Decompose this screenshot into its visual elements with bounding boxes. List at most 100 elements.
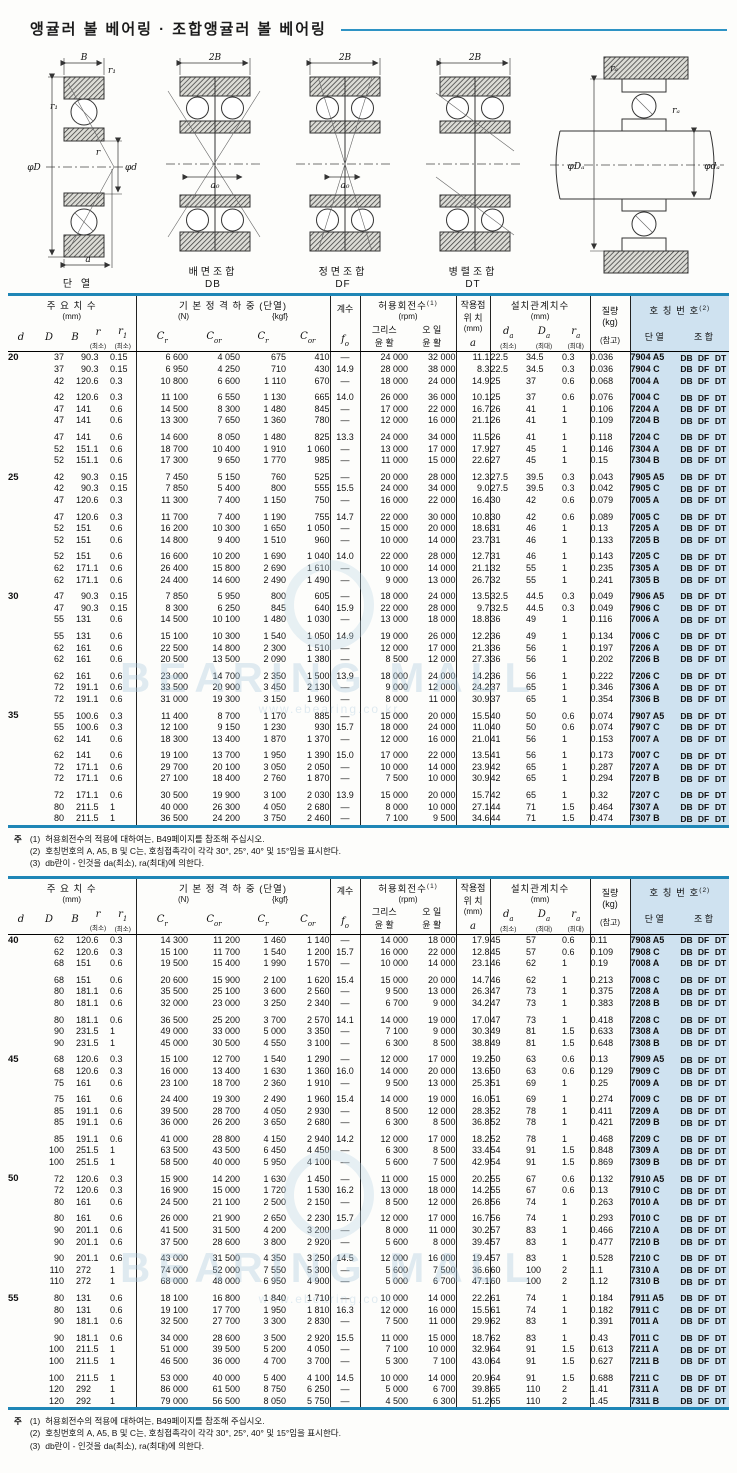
col-mass: 0.391 — [589, 1315, 631, 1328]
col-grease: 18 000 — [359, 721, 409, 734]
col-oil: 19 000 — [428, 1094, 456, 1105]
col-r: 2 — [86, 1395, 92, 1406]
col-df: DF — [695, 522, 713, 535]
col-Da: 91 — [526, 1372, 537, 1383]
col-r: 1.1 — [86, 693, 99, 704]
col-r: 1.1 — [86, 790, 99, 801]
col-cr-n: 32 000 — [135, 997, 188, 1010]
col-d — [8, 1384, 34, 1396]
col-a — [455, 1088, 491, 1094]
col-ra: 1 — [562, 642, 568, 653]
figure-single-row: B r₁ r₁ r φD φd — [12, 51, 144, 290]
table-row: 62 16 1 0.6 20 500 13 500 2 090 1 380—8 500 12 0… — [8, 653, 730, 666]
col-a — [455, 1128, 491, 1134]
col-ra: 1.5 — [562, 1157, 575, 1168]
col-B: 14 — [75, 750, 86, 761]
col-r: 1.5 — [86, 1037, 99, 1048]
table-row: 47 12 0.6 0.3 11 700 7 400 1 190 755 14.7 22 000 3… — [8, 511, 730, 523]
col-da: 51 — [489, 1093, 527, 1106]
col-db: DB — [678, 1173, 696, 1185]
col-cr-n: 36 500 — [135, 812, 188, 825]
col-cor-kgf: 1 610 — [307, 562, 330, 573]
table-row: 85 19 1.1 0.6 39 500 28 700 4 050 2 930—8 500 12… — [8, 1105, 730, 1117]
col-da: 46 — [489, 974, 527, 987]
col-bearing-number — [629, 705, 679, 711]
col-db: DB — [678, 471, 696, 484]
col-dt: DT — [712, 415, 730, 427]
col-mass: 0.627 — [589, 1355, 631, 1368]
col-grease — [359, 1287, 409, 1293]
col-mass — [589, 1049, 631, 1055]
col-D: 72 — [53, 1173, 64, 1184]
col-ra: 1 — [562, 1225, 568, 1236]
col-factor: 계수 fo — [329, 878, 361, 935]
col-dt: DT — [712, 431, 730, 444]
col-df — [695, 705, 713, 711]
col-oil: 18 000 — [428, 934, 456, 945]
col-basic-load: 기 본 정 격 하 중 (단열) (N) {kgf} — [135, 296, 331, 321]
col-fo: 14.5 — [329, 1372, 361, 1384]
col-r1: 0.6 — [110, 1293, 123, 1304]
col-dt: DT — [712, 534, 730, 547]
col-B: 17 — [75, 773, 86, 784]
col-cr-kgf: 1 150 — [263, 495, 286, 506]
col-fo: — — [329, 375, 361, 387]
col-fo: — — [329, 934, 361, 947]
col-cor-kgf: 640 — [314, 602, 330, 613]
col-B: 9 — [80, 602, 86, 613]
col-grease: 5 600 — [359, 1264, 409, 1277]
col-Da: 42 — [526, 511, 537, 522]
col-d — [8, 773, 34, 785]
col-d — [8, 1304, 34, 1316]
col-combined: 조 합 — [678, 903, 730, 935]
col-D: 80 — [53, 1304, 64, 1315]
col-oil: 15 000 — [428, 455, 456, 466]
col-fo: — — [329, 1224, 361, 1237]
col-cor-n: 26 200 — [212, 1117, 240, 1128]
col-B: 19 — [75, 682, 86, 693]
col-cor-n: 33 000 — [212, 1026, 240, 1037]
col-grease — [359, 1049, 409, 1055]
col-d — [8, 1157, 34, 1169]
col-ra: 0.3 — [562, 352, 575, 363]
col-ra: 0.6 — [562, 1173, 575, 1184]
col-da: 52 — [489, 1117, 527, 1129]
table-row: 120 29 2 1 86 000 61 500 8 750 6 250—5 000 6 700… — [8, 1383, 730, 1396]
col-cr-kgf: 2 490 — [263, 1094, 286, 1105]
col-dt — [712, 969, 730, 975]
col-db: DB — [678, 670, 696, 683]
col-d — [8, 511, 34, 523]
col-ra: 1 — [562, 523, 568, 534]
col-fo — [329, 1287, 361, 1293]
table-row: 55 80 13 1 0.6 18 100 16 800 1 840 1 710—10 000 1… — [8, 1292, 730, 1305]
col-cor-n: 18 700 — [212, 1077, 240, 1088]
spacer-row — [8, 1128, 730, 1134]
footnote-item: (1) 허용회전수의 적용에 대하여는, B49페이지를 참조해 주십시오. — [29, 1416, 265, 1427]
col-D: 62 — [53, 642, 64, 653]
col-dt: DT — [712, 363, 730, 376]
col-da: 62 — [489, 1332, 527, 1345]
table-row: 90 20 1.1 0.6 37 500 28 600 3 800 2 920—5 600 8 … — [8, 1236, 730, 1248]
col-a — [455, 585, 491, 591]
col-mass — [589, 546, 631, 552]
col-cr-n: 68 000 — [135, 1276, 188, 1288]
col-df — [695, 625, 713, 631]
col-cr-n: 63 500 — [135, 1145, 188, 1157]
col-oil: 20 000 — [428, 1065, 456, 1076]
col-ra: 1 — [562, 1332, 568, 1343]
col-db: DB — [678, 630, 696, 643]
col-Da: 65 — [526, 790, 537, 801]
col-cr-n: 8 300 — [135, 602, 188, 615]
col-fo: 15.4 — [329, 1093, 361, 1106]
col-fo: 14.5 — [329, 1252, 361, 1265]
col-oil: 20 000 — [428, 523, 456, 534]
col-mass: 0.421 — [589, 1117, 631, 1129]
col-oil: 15 000 — [428, 1332, 456, 1343]
col-cor-n: 8 700 — [217, 710, 240, 721]
col-cor-kgf: 5 300 — [307, 1264, 330, 1275]
col-d: 20 — [8, 352, 19, 364]
col-bearing-number: 7211 B — [629, 1355, 679, 1368]
col-cr-n: 11 300 — [135, 494, 188, 507]
spacer-row — [8, 426, 730, 432]
col-cr-n — [135, 1128, 188, 1134]
